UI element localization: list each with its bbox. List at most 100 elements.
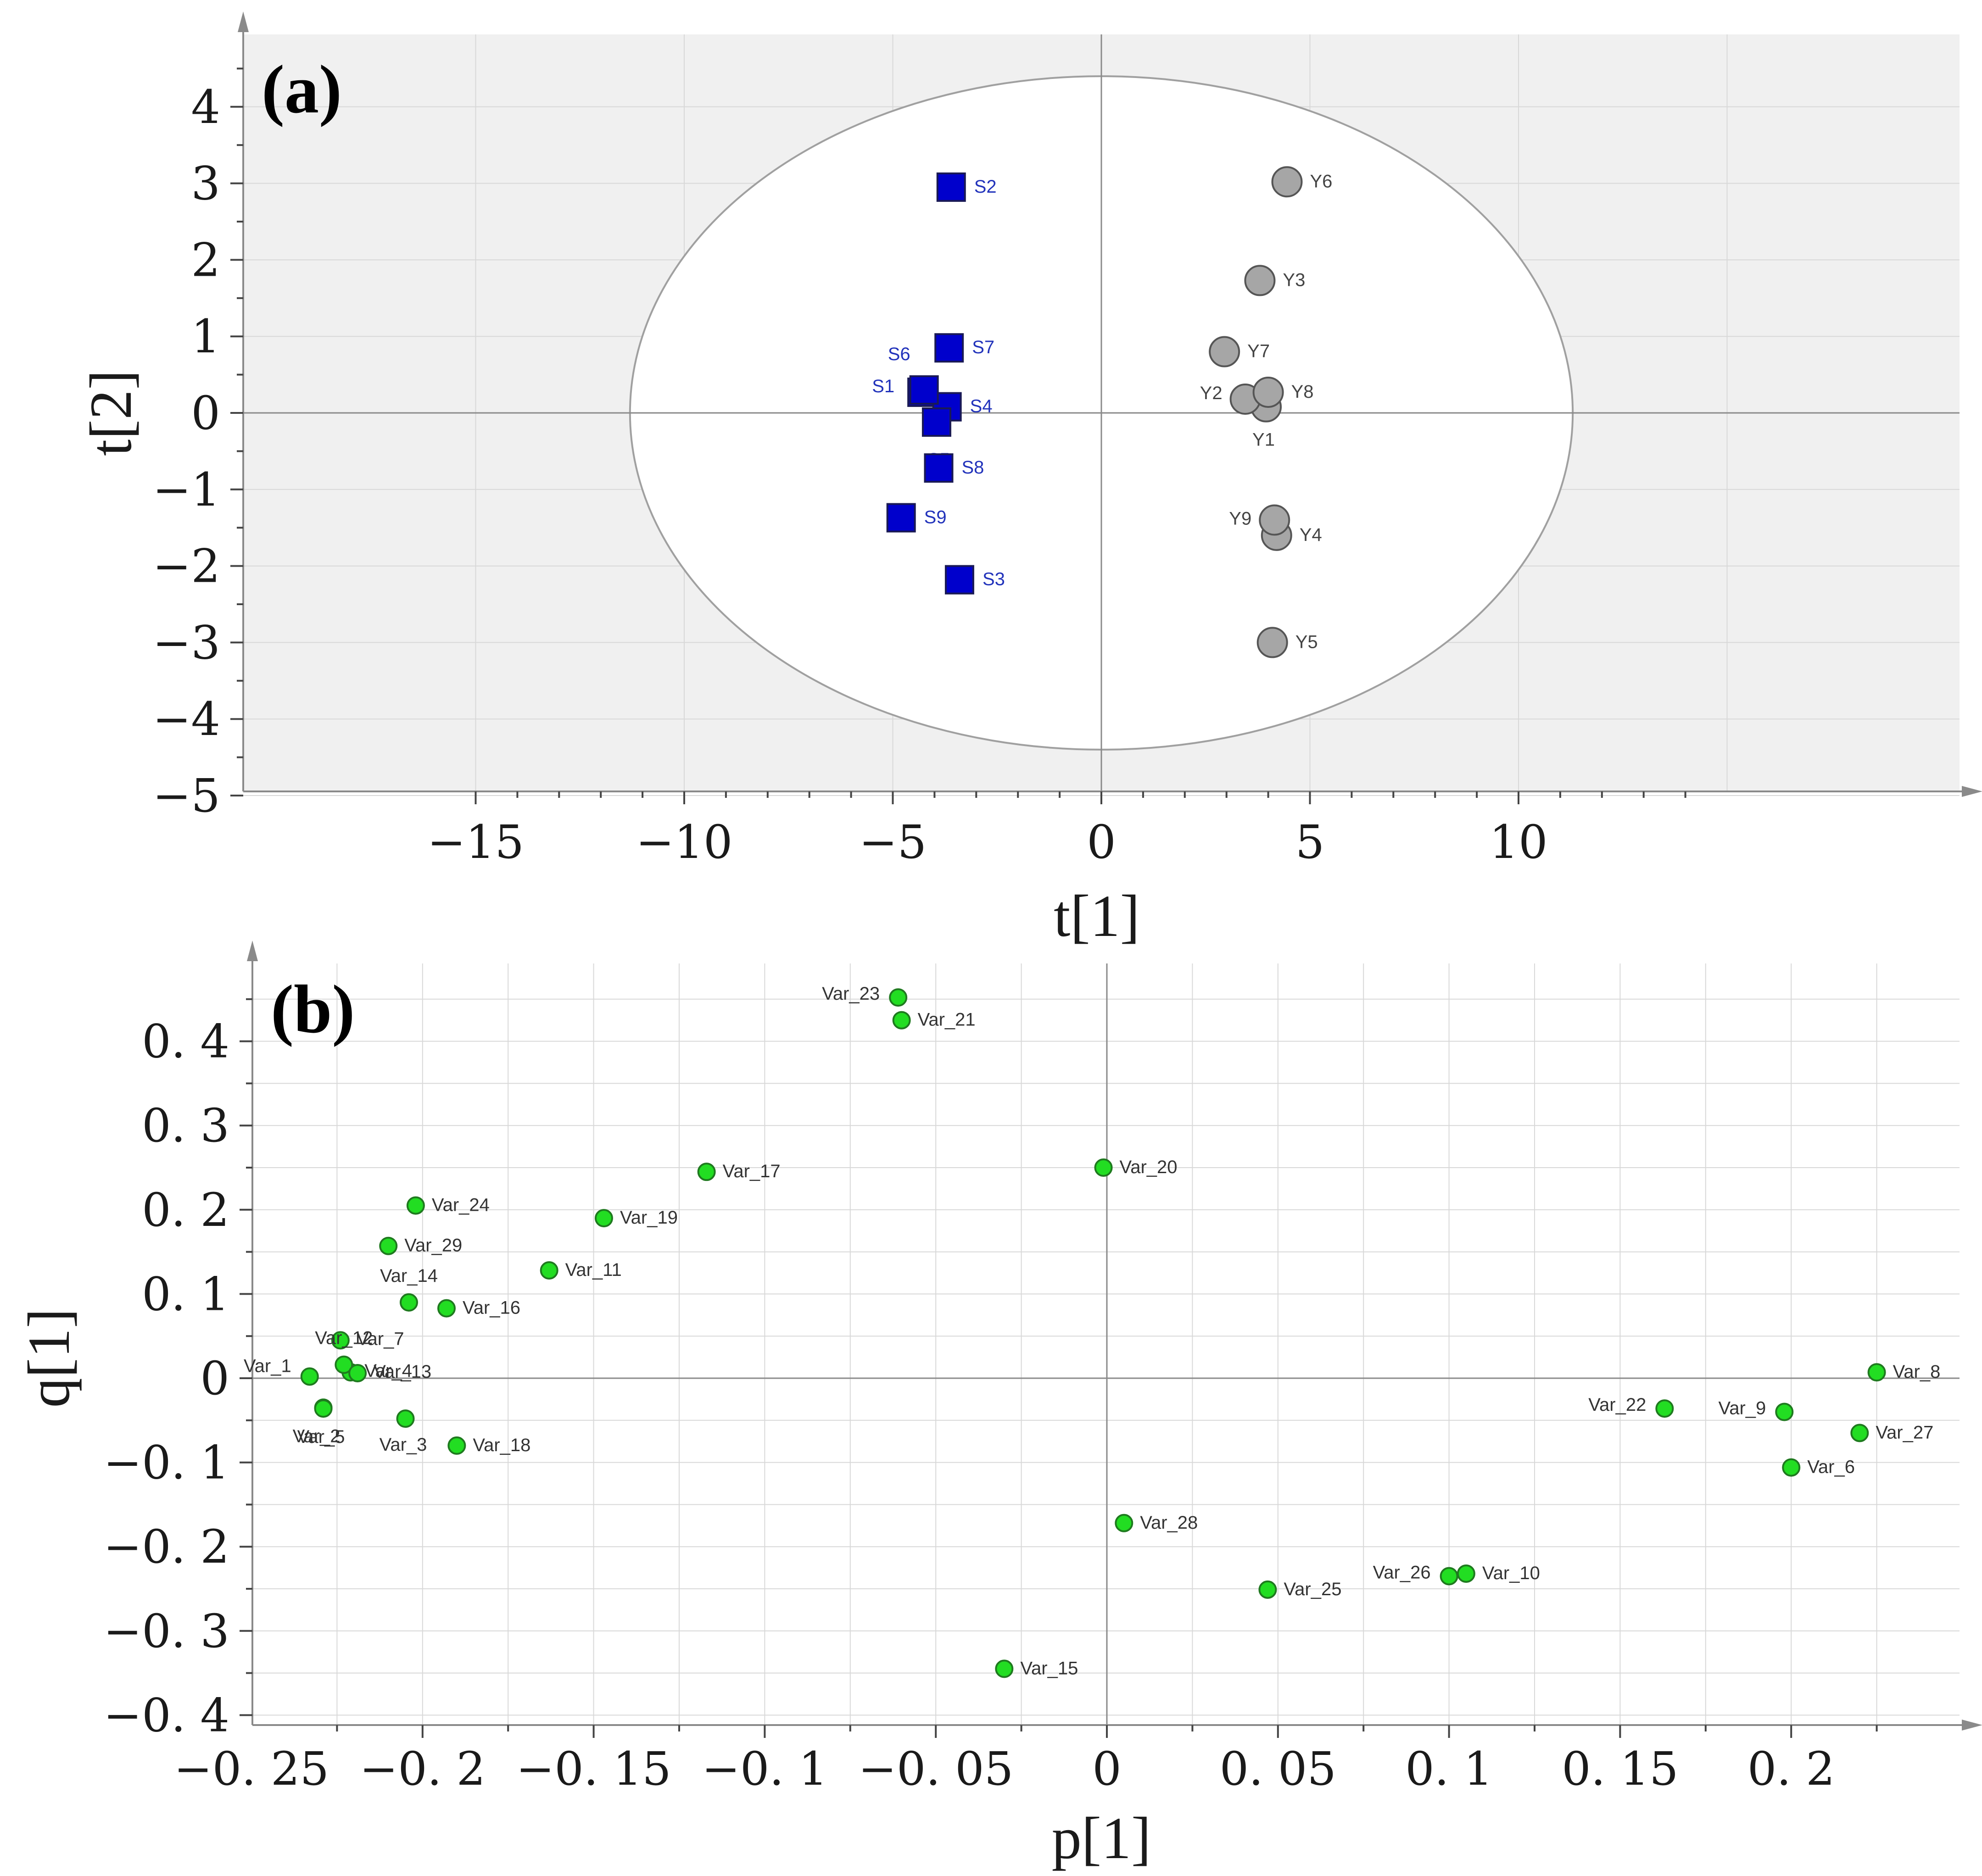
loading-point xyxy=(300,1367,319,1386)
point-label: Var_9 xyxy=(1719,1398,1766,1418)
y-tick-label: 4 xyxy=(191,80,220,134)
tick-labels: −0. 25 −0. 2 −0. 15 −0. 1 −0. 05 0 0. 05 0. 1 0.… xyxy=(103,1015,1835,1796)
x-tick-label: 5 xyxy=(1295,815,1325,869)
point-label: Var_14 xyxy=(380,1266,438,1286)
y-tick-label: −5 xyxy=(153,769,220,823)
loading-point xyxy=(1867,1363,1886,1382)
point-label: Var_13 xyxy=(374,1362,431,1382)
point-label: Var_15 xyxy=(1020,1658,1078,1678)
loading-point xyxy=(314,1399,333,1418)
y-axis-arrow xyxy=(238,11,249,32)
loading-point xyxy=(1457,1564,1475,1583)
point-label: S7 xyxy=(972,337,994,357)
x-axis-title: t[1] xyxy=(1054,883,1140,949)
loading-point xyxy=(1850,1424,1869,1442)
point-label: Var_25 xyxy=(1284,1579,1341,1599)
point-label: Y1 xyxy=(1252,430,1275,450)
y-tick-label: 0. 3 xyxy=(142,1099,229,1152)
point-label: Var_3 xyxy=(380,1435,427,1455)
point-label: Var_21 xyxy=(918,1010,976,1030)
point-label: Var_1 xyxy=(244,1356,291,1376)
score-point-s xyxy=(886,503,916,533)
loading-point xyxy=(697,1163,716,1181)
x-axis-arrow xyxy=(1962,786,1982,797)
y-tick-label: −1 xyxy=(153,463,220,517)
loading-point xyxy=(995,1659,1014,1678)
point-label: Y6 xyxy=(1310,171,1333,191)
loading-point xyxy=(594,1209,613,1228)
y-tick-label: 1 xyxy=(191,310,220,363)
panel-label: (a) xyxy=(262,51,342,128)
loading-point xyxy=(1440,1567,1458,1586)
y-tick-label: −4 xyxy=(153,692,220,746)
x-tick-label: 10 xyxy=(1489,815,1547,869)
point-label: Var_5 xyxy=(297,1427,345,1447)
y-tick-label: 0 xyxy=(191,386,220,440)
loading-point xyxy=(335,1355,353,1374)
y-tick-label: 2 xyxy=(191,233,220,287)
point-label: Y3 xyxy=(1283,270,1305,290)
score-point-s xyxy=(944,565,974,595)
loading-point xyxy=(437,1299,456,1318)
score-point-s xyxy=(936,172,966,202)
loading-point xyxy=(1115,1514,1133,1532)
loading-point xyxy=(331,1331,350,1350)
data-points: Var_1 Var_2 Var_3 Var_4 Var_5 Var_6 Var_7 Var_8… xyxy=(244,984,1940,1678)
point-label: Var_27 xyxy=(1876,1422,1933,1442)
point-label: Var_22 xyxy=(1588,1395,1646,1415)
point-label: S9 xyxy=(924,507,947,528)
point-label: S4 xyxy=(970,396,993,417)
y-tick-label: 3 xyxy=(191,157,220,211)
loading-point xyxy=(1258,1580,1277,1599)
loading-point xyxy=(892,1011,911,1030)
point-label: Var_24 xyxy=(432,1195,490,1215)
x-tick-label: −0. 05 xyxy=(858,1742,1013,1796)
x-axis-title: p[1] xyxy=(1052,1805,1151,1871)
y-tick-label: 0. 2 xyxy=(142,1183,229,1237)
axes xyxy=(240,941,1982,1738)
score-point-s xyxy=(934,333,964,363)
loading-point xyxy=(399,1293,418,1312)
x-tick-label: 0. 2 xyxy=(1748,1742,1835,1796)
point-label: Y4 xyxy=(1300,525,1322,545)
y-tick-label: −0. 3 xyxy=(103,1604,229,1658)
y-tick-label: −0. 2 xyxy=(103,1520,229,1574)
point-label: S6 xyxy=(888,344,910,364)
score-point-y xyxy=(1252,376,1284,408)
plot-area-background xyxy=(252,963,1960,1725)
y-tick-label: −2 xyxy=(153,540,220,593)
score-point-y xyxy=(1259,504,1290,536)
point-label: Y8 xyxy=(1291,382,1314,402)
point-label: Var_16 xyxy=(463,1298,520,1318)
loading-point xyxy=(396,1409,415,1428)
point-label: Var_2 xyxy=(293,1426,341,1446)
point-label: Var_4 xyxy=(364,1361,412,1381)
loading-point xyxy=(540,1261,558,1280)
score-point-s xyxy=(924,453,954,483)
loading-point xyxy=(406,1196,425,1215)
point-label: Var_26 xyxy=(1373,1562,1431,1582)
panel-label: (b) xyxy=(271,971,355,1047)
y-axis-title: t[2] xyxy=(78,370,144,456)
x-tick-label: −5 xyxy=(859,815,927,869)
x-tick-label: −10 xyxy=(636,815,732,869)
point-label: Var_20 xyxy=(1120,1157,1178,1177)
point-label: S2 xyxy=(974,177,997,197)
axes xyxy=(230,11,1982,804)
x-tick-label: −0. 1 xyxy=(702,1742,828,1796)
point-label: Y7 xyxy=(1247,341,1270,362)
x-tick-label: 0. 05 xyxy=(1220,1742,1336,1796)
y-axis-title: q[1] xyxy=(16,1308,82,1408)
point-label: Var_8 xyxy=(1893,1362,1941,1382)
x-tick-label: −0. 25 xyxy=(174,1742,329,1796)
score-point-y xyxy=(1244,265,1276,296)
loading-plot-panel: −0. 25 −0. 2 −0. 15 −0. 1 −0. 05 0 0. 05 0. 1 0.… xyxy=(16,941,1982,1871)
y-tick-label: 0 xyxy=(200,1352,229,1405)
y-tick-label: −3 xyxy=(153,616,220,669)
point-label: Var_10 xyxy=(1482,1563,1540,1583)
y-axis-arrow xyxy=(247,941,258,961)
point-label: Var_18 xyxy=(473,1435,530,1455)
x-tick-label: −0. 15 xyxy=(516,1742,671,1796)
